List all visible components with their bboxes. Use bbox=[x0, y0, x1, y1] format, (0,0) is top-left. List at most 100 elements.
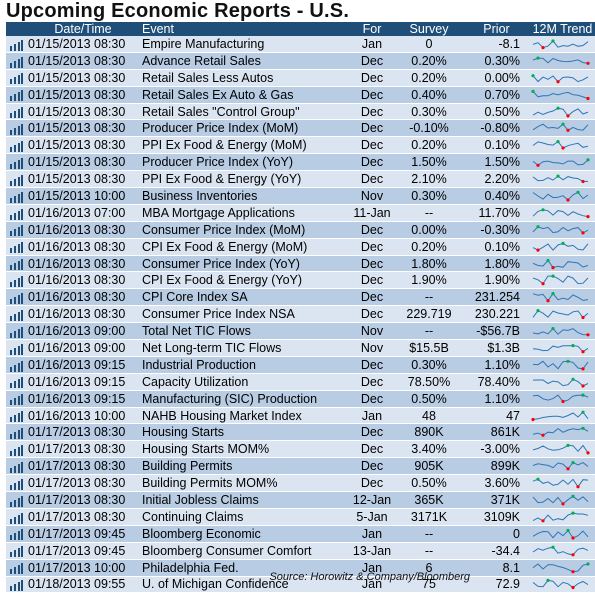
row-trend-sparkline[interactable] bbox=[530, 440, 595, 459]
bar-chart-icon[interactable] bbox=[9, 376, 23, 389]
table-row[interactable]: 01/17/2013 08:30 Initial Jobless Claims 12… bbox=[6, 491, 595, 509]
bar-chart-icon[interactable] bbox=[9, 39, 23, 51]
row-icon-cell[interactable] bbox=[6, 153, 26, 172]
row-trend-sparkline[interactable] bbox=[530, 356, 595, 374]
row-trend-sparkline[interactable] bbox=[530, 170, 595, 189]
table-row[interactable]: 01/17/2013 09:45 Bloomberg Economic Jan -- 0 bbox=[6, 525, 595, 543]
bar-chart-icon[interactable] bbox=[9, 241, 23, 254]
bar-chart-icon[interactable] bbox=[9, 309, 23, 321]
row-icon-cell[interactable] bbox=[6, 255, 26, 273]
row-trend-sparkline[interactable] bbox=[530, 423, 595, 442]
column-header-prior[interactable]: Prior bbox=[463, 22, 530, 36]
bar-chart-icon[interactable] bbox=[9, 495, 23, 507]
row-icon-cell[interactable] bbox=[6, 508, 26, 526]
bar-chart-icon[interactable] bbox=[9, 56, 23, 68]
bar-chart-icon[interactable] bbox=[9, 72, 23, 85]
row-trend-sparkline[interactable] bbox=[530, 187, 595, 205]
table-row[interactable]: 01/17/2013 08:30 Continuing Claims 5-Jan 31… bbox=[6, 508, 595, 526]
table-row[interactable]: 01/17/2013 08:30 Building Permits MOM% Dec… bbox=[6, 474, 595, 493]
row-icon-cell[interactable] bbox=[6, 559, 26, 577]
bar-chart-icon[interactable] bbox=[9, 292, 23, 304]
table-row[interactable]: 01/15/2013 08:30 Retail Sales Ex Auto & G… bbox=[6, 86, 595, 104]
bar-chart-icon[interactable] bbox=[9, 562, 23, 575]
column-header-datetime[interactable]: Date/Time bbox=[26, 22, 140, 36]
row-icon-cell[interactable] bbox=[6, 390, 26, 408]
row-icon-cell[interactable] bbox=[6, 542, 26, 560]
row-trend-sparkline[interactable] bbox=[530, 69, 595, 87]
table-row[interactable]: 01/17/2013 08:30 Housing Starts Dec 890K 861… bbox=[6, 423, 595, 442]
bar-chart-icon[interactable] bbox=[9, 528, 23, 541]
bar-chart-icon[interactable] bbox=[9, 174, 23, 186]
table-row[interactable]: 01/17/2013 10:00 Philadelphia Fed. Jan 6 8.1 bbox=[6, 559, 595, 577]
table-row[interactable]: 01/16/2013 08:30 CPI Core Index SA Dec -- 23… bbox=[6, 288, 595, 307]
table-row[interactable]: 01/16/2013 08:30 Consumer Price Index (Yo… bbox=[6, 255, 595, 273]
bar-chart-icon[interactable] bbox=[9, 393, 23, 406]
table-row[interactable]: 01/17/2013 08:30 Building Permits Dec 905K 8… bbox=[6, 457, 595, 476]
row-trend-sparkline[interactable] bbox=[530, 407, 595, 425]
row-trend-sparkline[interactable] bbox=[530, 542, 595, 560]
bar-chart-icon[interactable] bbox=[9, 106, 23, 119]
table-row[interactable]: 01/16/2013 08:30 Consumer Price Index (Mo… bbox=[6, 221, 595, 239]
row-icon-cell[interactable] bbox=[6, 187, 26, 205]
table-row[interactable]: 01/16/2013 09:15 Manufacturing (SIC) Prod… bbox=[6, 390, 595, 408]
row-trend-sparkline[interactable] bbox=[530, 288, 595, 307]
table-row[interactable]: 01/16/2013 09:00 Total Net TIC Flows Nov --… bbox=[6, 322, 595, 341]
table-row[interactable]: 01/17/2013 09:45 Bloomberg Consumer Comfo… bbox=[6, 542, 595, 560]
row-trend-sparkline[interactable] bbox=[530, 255, 595, 273]
row-icon-cell[interactable] bbox=[6, 474, 26, 493]
table-row[interactable]: 01/16/2013 10:00 NAHB Housing Market Inde… bbox=[6, 407, 595, 425]
table-row[interactable]: 01/17/2013 08:30 Housing Starts MOM% Dec 3.… bbox=[6, 440, 595, 459]
bar-chart-icon[interactable] bbox=[9, 208, 23, 220]
row-trend-sparkline[interactable] bbox=[530, 525, 595, 543]
table-row[interactable]: 01/15/2013 10:00 Business Inventories Nov 0… bbox=[6, 187, 595, 205]
row-icon-cell[interactable] bbox=[6, 238, 26, 256]
row-icon-cell[interactable] bbox=[6, 305, 26, 324]
bar-chart-icon[interactable] bbox=[9, 275, 23, 288]
bar-chart-icon[interactable] bbox=[9, 410, 23, 423]
table-row[interactable]: 01/15/2013 08:30 Advance Retail Sales Dec 0… bbox=[6, 52, 595, 70]
row-trend-sparkline[interactable] bbox=[530, 559, 595, 577]
row-trend-sparkline[interactable] bbox=[530, 508, 595, 526]
table-row[interactable]: 01/15/2013 08:30 Retail Sales "Control Gr… bbox=[6, 103, 595, 121]
table-row[interactable]: 01/15/2013 08:30 Producer Price Index (Mo… bbox=[6, 119, 595, 138]
bar-chart-icon[interactable] bbox=[9, 512, 23, 524]
row-trend-sparkline[interactable] bbox=[530, 305, 595, 324]
row-icon-cell[interactable] bbox=[6, 440, 26, 459]
table-row[interactable]: 01/15/2013 08:30 PPI Ex Food & Energy (Mo… bbox=[6, 136, 595, 155]
row-trend-sparkline[interactable] bbox=[530, 136, 595, 155]
row-icon-cell[interactable] bbox=[6, 322, 26, 341]
column-header-trend[interactable]: 12M Trend bbox=[530, 22, 595, 36]
row-icon-cell[interactable] bbox=[6, 457, 26, 476]
table-row[interactable]: 01/16/2013 07:00 MBA Mortgage Application… bbox=[6, 204, 595, 222]
bar-chart-icon[interactable] bbox=[9, 224, 23, 237]
table-row[interactable]: 01/16/2013 08:30 CPI Ex Food & Energy (Yo… bbox=[6, 271, 595, 290]
row-icon-cell[interactable] bbox=[6, 170, 26, 189]
row-icon-cell[interactable] bbox=[6, 423, 26, 442]
row-trend-sparkline[interactable] bbox=[530, 238, 595, 256]
bar-chart-icon[interactable] bbox=[9, 427, 23, 440]
row-icon-cell[interactable] bbox=[6, 52, 26, 70]
row-icon-cell[interactable] bbox=[6, 373, 26, 391]
row-trend-sparkline[interactable] bbox=[530, 153, 595, 172]
bar-chart-icon[interactable] bbox=[9, 140, 23, 152]
row-trend-sparkline[interactable] bbox=[530, 390, 595, 408]
row-icon-cell[interactable] bbox=[6, 69, 26, 87]
bar-chart-icon[interactable] bbox=[9, 123, 23, 136]
row-trend-sparkline[interactable] bbox=[530, 36, 595, 53]
bar-chart-icon[interactable] bbox=[9, 89, 23, 102]
bar-chart-icon[interactable] bbox=[9, 444, 23, 457]
row-icon-cell[interactable] bbox=[6, 339, 26, 357]
table-row[interactable]: 01/16/2013 08:30 Consumer Price Index NSA… bbox=[6, 305, 595, 324]
bar-chart-icon[interactable] bbox=[9, 579, 23, 592]
row-icon-cell[interactable] bbox=[6, 119, 26, 138]
table-row[interactable]: 01/15/2013 08:30 PPI Ex Food & Energy (Yo… bbox=[6, 170, 595, 189]
row-trend-sparkline[interactable] bbox=[530, 491, 595, 509]
row-trend-sparkline[interactable] bbox=[530, 221, 595, 239]
bar-chart-icon[interactable] bbox=[9, 360, 23, 372]
table-row[interactable]: 01/16/2013 09:15 Industrial Production Dec… bbox=[6, 356, 595, 374]
bar-chart-icon[interactable] bbox=[9, 461, 23, 473]
bar-chart-icon[interactable] bbox=[9, 326, 23, 338]
row-icon-cell[interactable] bbox=[6, 136, 26, 155]
row-icon-cell[interactable] bbox=[6, 221, 26, 239]
table-row[interactable]: 01/15/2013 08:30 Empire Manufacturing Jan 0… bbox=[6, 36, 595, 53]
